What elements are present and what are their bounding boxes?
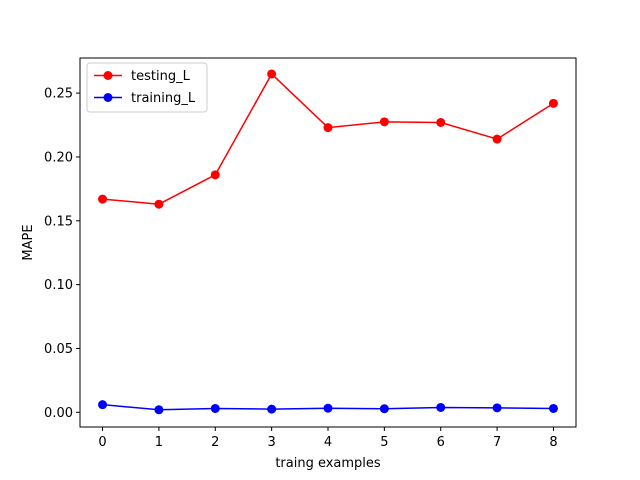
data-point-testing-l xyxy=(436,117,446,127)
x-tick-label: 1 xyxy=(155,435,163,450)
x-tick-label: 0 xyxy=(98,435,106,450)
y-tick-label: 0.10 xyxy=(44,278,73,293)
data-point-training-l xyxy=(436,402,446,412)
data-point-training-l xyxy=(210,403,220,413)
legend-training-label: training_L xyxy=(131,91,196,106)
y-tick-label: 0.05 xyxy=(44,342,73,357)
plot-area xyxy=(80,58,576,427)
x-tick-label: 8 xyxy=(549,435,557,450)
data-point-testing-l xyxy=(379,117,389,127)
data-point-testing-l xyxy=(98,194,108,204)
y-tick-label: 0.25 xyxy=(44,87,73,102)
x-tick-label: 7 xyxy=(493,435,501,450)
data-point-training-l xyxy=(323,403,333,413)
data-point-training-l xyxy=(492,403,502,413)
data-point-training-l xyxy=(379,404,389,414)
x-tick-label: 6 xyxy=(437,435,445,450)
data-point-testing-l xyxy=(154,199,164,209)
x-tick-label: 3 xyxy=(267,435,275,450)
series-layer xyxy=(98,69,558,415)
data-point-training-l xyxy=(548,403,558,413)
y-tick-label: 0.20 xyxy=(44,150,73,165)
data-point-testing-l xyxy=(492,134,502,144)
x-axis-label: traing examples xyxy=(275,456,381,471)
data-point-training-l xyxy=(154,405,164,415)
legend-testing-label: testing_L xyxy=(131,69,191,84)
legend-training-marker xyxy=(103,93,113,102)
data-point-testing-l xyxy=(323,123,333,133)
data-point-testing-l xyxy=(548,98,558,108)
y-tick-label: 0.00 xyxy=(44,406,73,421)
x-tick-label: 5 xyxy=(380,435,388,450)
y-axis-label: MAPE xyxy=(21,224,36,260)
x-tick-label: 2 xyxy=(211,435,219,450)
legend-testing-marker xyxy=(103,71,113,80)
data-point-testing-l xyxy=(267,69,277,79)
legend: testing_L training_L xyxy=(86,62,208,113)
data-point-training-l xyxy=(267,404,277,414)
axis-ticks: 0 1 2 3 4 5 6 7 8 0.00 0.05 0.10 0.15 0.20 0.25 xyxy=(44,87,558,450)
data-point-testing-l xyxy=(210,170,220,180)
y-tick-label: 0.15 xyxy=(44,214,73,229)
data-point-training-l xyxy=(98,400,108,410)
plot-frame xyxy=(79,57,577,428)
x-tick-label: 4 xyxy=(324,435,332,450)
